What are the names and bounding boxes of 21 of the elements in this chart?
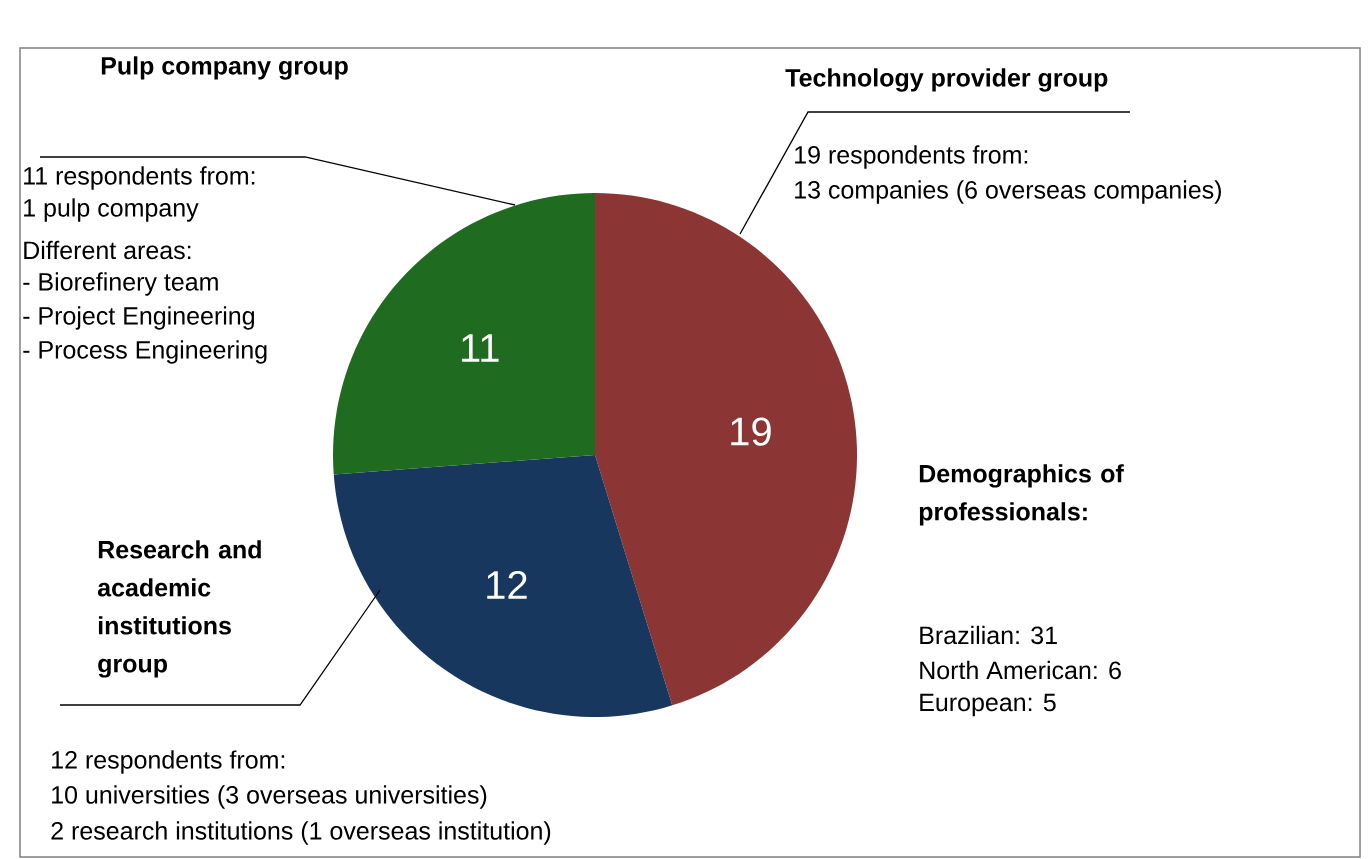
text: - Project Engineering bbox=[23, 306, 254, 330]
data-label: 12 bbox=[487, 570, 527, 599]
text: Brazilian: 31 bbox=[920, 625, 1057, 645]
data-label: 19 bbox=[731, 417, 771, 446]
text: 13 companies (6 overseas companies) bbox=[795, 180, 1221, 204]
text: 2 research institutions (1 overseas institution) bbox=[51, 821, 551, 845]
text: - Process Engineering bbox=[23, 340, 267, 364]
slice-label: Pulp company group bbox=[101, 56, 348, 80]
data-label: 11 bbox=[462, 334, 499, 362]
text: North American: 6 bbox=[920, 660, 1121, 680]
text: European: 5 bbox=[920, 693, 1056, 717]
text: Demographics of professionals: bbox=[919, 464, 1124, 526]
text: Different areas: bbox=[24, 240, 191, 260]
slice-label: Technology provider group bbox=[785, 68, 1108, 92]
text: 10 universities (3 overseas universities) bbox=[52, 785, 487, 809]
text: 11 respondents from: bbox=[24, 166, 255, 190]
text: 12 respondents from: bbox=[52, 750, 285, 774]
text: 19 respondents from: bbox=[795, 145, 1028, 169]
text: 1 pulp company bbox=[24, 198, 199, 222]
slice-label: Research and academic institutions group bbox=[97, 540, 261, 678]
text: - Biorefinery team bbox=[23, 272, 218, 296]
